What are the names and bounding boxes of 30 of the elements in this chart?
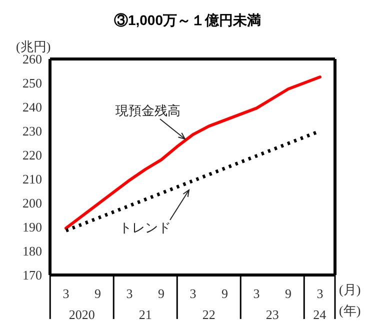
y-tick-label: 210 [22, 172, 42, 187]
y-tick-label: 200 [22, 196, 42, 211]
series-label: トレンド [119, 220, 171, 235]
x-tick-label: 3 [190, 286, 196, 301]
text: 21 [138, 307, 152, 322]
series-label: 現預金残高 [116, 103, 180, 118]
y-axis-title: (兆円) [16, 38, 51, 54]
x-tick-label: 9 [94, 286, 101, 301]
text: 2020 [68, 307, 95, 322]
y-tick-label: 190 [22, 220, 42, 235]
text: 23 [266, 307, 279, 322]
y-tick-label: 230 [22, 124, 42, 139]
y-tick-label: 220 [22, 148, 42, 163]
x-tick-label: 3 [126, 286, 133, 301]
text: 24 [313, 307, 327, 322]
y-tick-label: 170 [22, 268, 42, 283]
x-tick-label: 9 [158, 286, 164, 301]
y-tick-label: 240 [22, 100, 42, 115]
y-tick-label: 180 [22, 244, 42, 259]
y-tick-label: 250 [22, 76, 42, 91]
y-tick-label: 260 [22, 52, 42, 67]
x-tick-label: 3 [253, 286, 260, 301]
chart-title: ③1,000万～１億円未満 [112, 12, 262, 30]
x-tick-label: 9 [222, 286, 228, 301]
x-axis-title: (月) [339, 282, 361, 297]
x-tick-label: 9 [285, 286, 292, 301]
text: (年) [339, 303, 361, 318]
x-tick-label: 3 [316, 286, 324, 301]
x-tick-label: 3 [62, 286, 70, 301]
text: 22 [202, 307, 216, 322]
